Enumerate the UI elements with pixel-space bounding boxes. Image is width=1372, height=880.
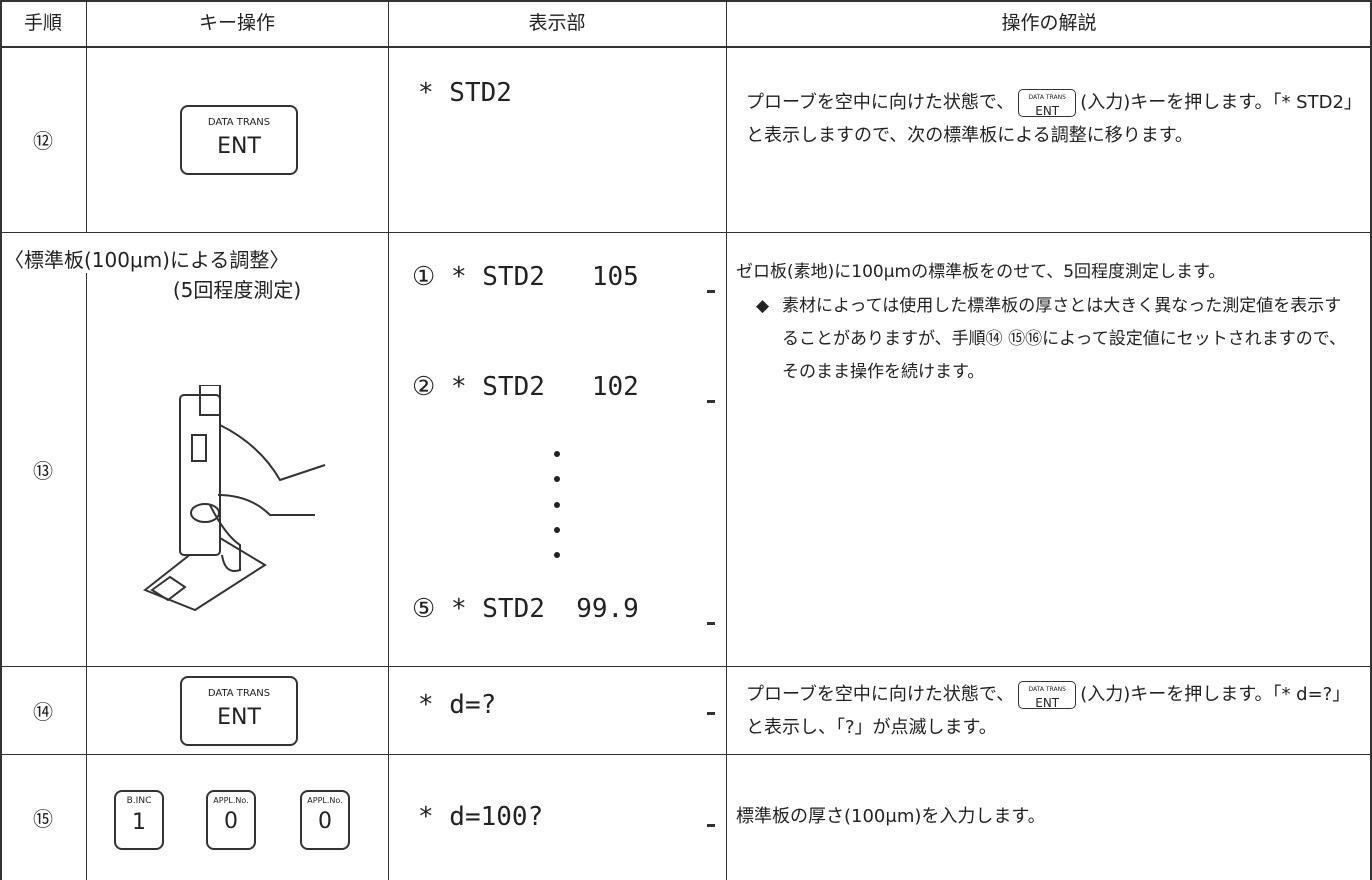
- ellipsis-dot: [554, 502, 560, 508]
- rule: [0, 0, 2, 880]
- rule: [0, 232, 1372, 233]
- key-main: ENT: [217, 134, 261, 159]
- text: プローブを空中に向けた状態で、: [746, 92, 1015, 113]
- key-main: ENT: [217, 705, 261, 730]
- key-label: DATA TRANS: [207, 688, 271, 699]
- key-button: DATA TRANS ENT: [180, 676, 298, 746]
- key-button: DATA TRANS ENT: [180, 105, 298, 175]
- line-number: ①: [412, 262, 436, 292]
- rule: [726, 0, 727, 880]
- key-main: ENT: [1035, 696, 1060, 710]
- display-value: 99.9: [576, 594, 639, 624]
- note: 素材によっては使用した標準板の厚さとは大きく異なった測定値を表示することがありま…: [782, 296, 1347, 382]
- cursor: [707, 824, 715, 827]
- rule: [0, 46, 1372, 48]
- line-number: ⑤: [412, 594, 436, 624]
- display-text: ① * STD2 105: [412, 262, 639, 292]
- cursor: [707, 622, 715, 625]
- ellipsis-dot: [554, 476, 560, 482]
- header-cell: 操作の解説: [1001, 12, 1097, 34]
- key-main: 0: [318, 809, 332, 834]
- explanation: プローブを空中に向けた状態で、 DATA TRANS ENT (入力)キーを押します。…: [736, 678, 1370, 744]
- illustration: [143, 385, 326, 612]
- header-cell: 手順: [23, 12, 62, 34]
- text: (入力)キーを押します。「* d=?」と表示し、「?」が点滅します。: [746, 684, 1351, 738]
- note-mark: ◆: [756, 296, 770, 316]
- step-number: ⑭: [33, 699, 53, 724]
- cursor: [707, 712, 715, 715]
- key-label: DATA TRANS: [207, 117, 271, 128]
- ellipsis-dot: [554, 451, 560, 457]
- key-main: 1: [132, 810, 146, 835]
- key-button: APPL.No. 0: [206, 790, 256, 850]
- cursor: [707, 290, 715, 293]
- key-label: APPL.No.: [307, 796, 343, 805]
- display-code: * STD2: [450, 372, 545, 402]
- key-button: B.INC 1: [114, 790, 164, 850]
- explanation: ゼロ板(素地)に100μmの標準板をのせて、5回程度測定します。: [736, 262, 1226, 282]
- key-label: APPL.No.: [213, 796, 249, 805]
- header-cell: 表示部: [528, 12, 586, 34]
- key-button: APPL.No. 0: [300, 790, 350, 850]
- display-text: * d=100?: [418, 802, 544, 832]
- display-value: 102: [591, 372, 639, 402]
- display-value: 105: [591, 262, 639, 292]
- display-code: * STD2: [450, 594, 545, 624]
- explanation: 標準板の厚さ(100μm)を入力します。: [736, 806, 1046, 827]
- display-text: ② * STD2 102: [412, 372, 639, 402]
- rule: [0, 0, 1372, 2]
- text: プローブを空中に向けた状態で、: [746, 684, 1015, 705]
- text: (入力)キーを押します。「* STD2」と表示しますので、次の標準板による調整に…: [746, 92, 1353, 146]
- ellipsis-dot: [554, 552, 560, 558]
- rule: [1370, 0, 1372, 880]
- inline-key: DATA TRANS ENT: [1018, 681, 1077, 710]
- header-cell: キー操作: [198, 12, 275, 34]
- display-text: * STD2: [418, 78, 512, 108]
- rule: [0, 754, 1372, 755]
- step-number: ⑮: [33, 806, 53, 831]
- key-label: B.INC: [126, 796, 152, 806]
- ellipsis-dot: [554, 527, 560, 533]
- display-code: * STD2: [450, 262, 545, 292]
- explanation: プローブを空中に向けた状態で、 DATA TRANS ENT (入力)キーを押します。…: [736, 86, 1370, 152]
- display-text: ⑤ * STD2 99.9: [412, 594, 639, 624]
- step-number: ⑬: [33, 458, 53, 483]
- key-main: 0: [224, 809, 238, 834]
- rule: [86, 272, 87, 880]
- line-number: ②: [412, 372, 436, 402]
- cursor: [707, 400, 715, 403]
- section-title: 〈標準板(100μm)による調整〉: [4, 244, 388, 273]
- section-subtitle: (5回程度測定): [172, 278, 302, 302]
- rule: [388, 0, 389, 880]
- rule: [86, 0, 87, 232]
- key-label: DATA TRANS: [1028, 94, 1066, 101]
- rule: [0, 666, 1372, 667]
- display-text: * d=?: [418, 690, 497, 720]
- key-label: DATA TRANS: [1028, 686, 1066, 693]
- key-main: ENT: [1035, 104, 1060, 118]
- inline-key: DATA TRANS ENT: [1018, 89, 1077, 118]
- step-number: ⑫: [33, 128, 53, 153]
